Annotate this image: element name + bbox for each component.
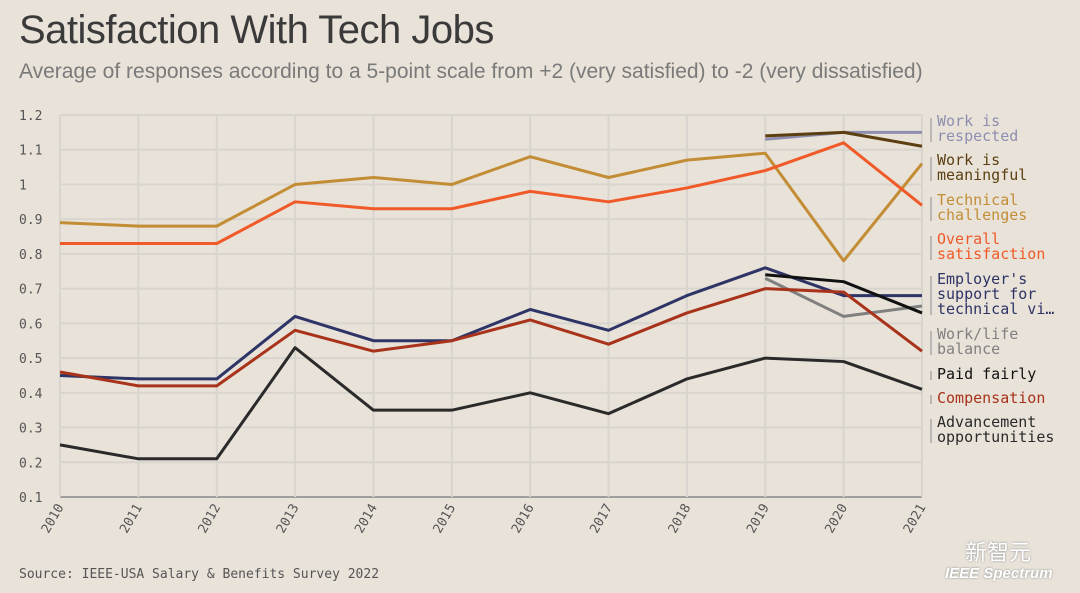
x-tick-label: 2017 — [587, 502, 616, 537]
y-tick-label: 0.1 — [19, 491, 42, 506]
series-line-work-is-meaningful — [765, 130, 923, 148]
y-tick-label: 0.7 — [19, 283, 42, 298]
x-tick-label: 2020 — [822, 502, 851, 537]
chart-title: Satisfaction With Tech Jobs — [19, 8, 494, 52]
watermark-xinzhiyuan: 新智元 — [965, 540, 1032, 565]
series-line-employer-s-support-for-technical-vi- — [59, 266, 922, 381]
y-tick-label: 1 — [19, 178, 27, 193]
y-tick-label: 0.2 — [19, 456, 42, 471]
x-tick-label: 2011 — [117, 502, 146, 537]
x-tick-label: 2021 — [901, 502, 930, 537]
series-label: Technical challenges — [937, 191, 1027, 224]
series-label: Work is meaningful — [937, 151, 1027, 184]
chart-subtitle: Average of responses according to a 5-po… — [19, 60, 923, 83]
y-tick-label: 1.2 — [19, 109, 42, 124]
x-tick-label: 2019 — [744, 502, 773, 537]
x-tick-label: 2016 — [509, 502, 538, 537]
y-tick-label: 1.1 — [19, 144, 42, 159]
y-tick-label: 0.4 — [19, 387, 43, 402]
series-label: Work is respected — [937, 112, 1018, 145]
x-tick-label: 2015 — [431, 502, 460, 537]
series-label: Overall satisfaction — [937, 230, 1045, 263]
source-note: Source: IEEE-USA Salary & Benefits Surve… — [19, 567, 380, 582]
series-line-overall-satisfaction — [60, 141, 923, 245]
y-tick-label: 0.8 — [19, 248, 42, 263]
watermark-ieee-spectrum: IEEE Spectrum — [945, 565, 1053, 582]
x-tick-label: 2013 — [274, 502, 303, 537]
series-line-technical-challenges — [59, 151, 924, 263]
y-tick-label: 0.9 — [19, 213, 42, 228]
series-label: Work/life balance — [937, 325, 1018, 358]
series-line-paid-fairly — [765, 273, 923, 315]
series-label: Employer's support for technical vi… — [937, 270, 1054, 318]
series-label: Compensation — [937, 389, 1045, 407]
x-tick-label: 2012 — [196, 502, 225, 537]
x-tick-label: 2018 — [666, 502, 695, 537]
series-line-compensation — [59, 287, 923, 388]
y-tick-label: 0.6 — [19, 317, 42, 332]
y-tick-label: 0.5 — [19, 352, 42, 367]
series-label: Paid fairly — [937, 365, 1036, 383]
y-tick-label: 0.3 — [19, 422, 42, 437]
series-label: Advancement opportunities — [937, 413, 1054, 446]
x-tick-label: 2014 — [352, 501, 381, 536]
x-tick-label: 2010 — [39, 502, 68, 537]
series-line-advancement-opportunities — [59, 346, 923, 461]
